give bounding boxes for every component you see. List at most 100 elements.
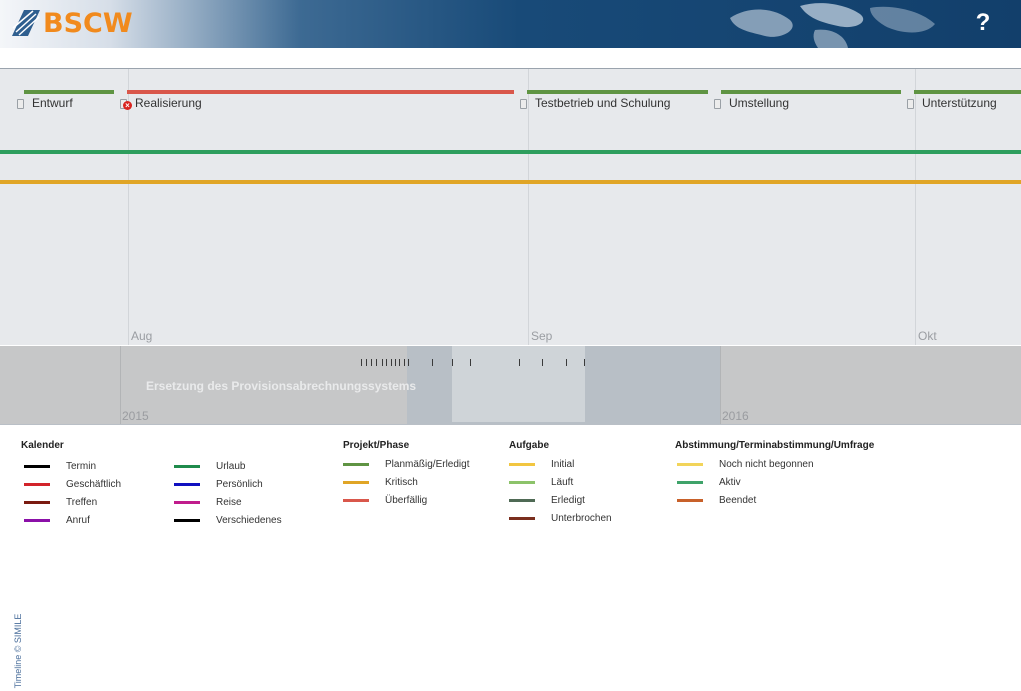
event-tick	[584, 359, 585, 366]
legend-swatch	[174, 501, 200, 504]
legend-item: Überfällig	[343, 495, 427, 506]
legend-label: Treffen	[66, 497, 98, 508]
legend-label: Reise	[216, 497, 242, 508]
legend-swatch	[509, 499, 535, 502]
event-tick	[382, 359, 383, 366]
legend-item: Anruf	[24, 515, 90, 526]
year-divider	[120, 346, 121, 425]
legend-item: Planmäßig/Erledigt	[343, 459, 469, 470]
project-line-green[interactable]	[0, 150, 1021, 154]
legend-swatch	[677, 463, 703, 466]
help-button[interactable]: ?	[975, 9, 991, 36]
legend-item: Urlaub	[174, 461, 245, 472]
timeline-overview-band[interactable]: Ersetzung des Provisionsabrechnungssyste…	[0, 346, 1021, 688]
legend-item: Erledigt	[509, 495, 585, 506]
legend-label: Verschiedenes	[216, 515, 282, 526]
legend-swatch	[343, 499, 369, 502]
legend-swatch	[174, 483, 200, 486]
phase-bar-entwurf[interactable]	[24, 90, 114, 94]
month-divider	[915, 69, 916, 345]
phase-bar-realisierung[interactable]	[127, 90, 514, 94]
phase-label[interactable]: Testbetrieb und Schulung	[535, 96, 671, 110]
overview-view-window[interactable]	[452, 346, 585, 422]
legend-item: Persönlich	[174, 479, 263, 490]
year-label: 2016	[722, 409, 749, 423]
legend-swatch	[174, 519, 200, 522]
globe-icon	[730, 3, 935, 48]
event-tick	[432, 359, 433, 366]
legend-label: Anruf	[66, 515, 90, 526]
legend-swatch	[174, 465, 200, 468]
phase-label[interactable]: Realisierung	[135, 96, 202, 110]
event-tick	[452, 359, 453, 366]
app-header: BSCW ?	[0, 0, 1021, 48]
logo-mark-icon	[12, 10, 40, 36]
month-divider	[528, 69, 529, 345]
legend-item: Unterbrochen	[509, 513, 612, 524]
legend-label: Geschäftlich	[66, 479, 122, 490]
legend-label: Urlaub	[216, 461, 246, 472]
legend-item: Kritisch	[343, 477, 418, 488]
legend-swatch	[24, 465, 50, 468]
legend-swatch	[24, 519, 50, 522]
phase-bar-unterstuetzung[interactable]	[914, 90, 1021, 94]
header-spacer	[0, 48, 1021, 68]
legend-swatch	[24, 483, 50, 486]
legend-label: Erledigt	[551, 495, 585, 506]
document-icon	[17, 99, 24, 109]
phase-bar-umstellung[interactable]	[721, 90, 901, 94]
legend-swatch	[343, 463, 369, 466]
event-tick	[470, 359, 471, 366]
phase-label[interactable]: Umstellung	[729, 96, 790, 110]
legend-swatch	[509, 463, 535, 466]
legend-swatch	[24, 501, 50, 504]
legend-label: Noch nicht begonnen	[719, 459, 814, 470]
document-icon	[714, 99, 721, 109]
timeline-credit[interactable]: Timeline © SIMILE	[13, 613, 23, 689]
legend-item: Aktiv	[677, 477, 741, 488]
event-tick	[371, 359, 372, 366]
overview-project-label: Ersetzung des Provisionsabrechnungssyste…	[146, 379, 417, 393]
legend-item: Treffen	[24, 497, 97, 508]
timeline-widget[interactable]: Aug Sep Okt Entwurf × Realisierung Testb…	[0, 68, 1021, 688]
event-tick	[399, 359, 400, 366]
event-tick	[395, 359, 396, 366]
timeline-main-band[interactable]: Aug Sep Okt Entwurf × Realisierung Testb…	[0, 69, 1021, 345]
document-icon	[520, 99, 527, 109]
legend-label: Planmäßig/Erledigt	[385, 459, 470, 470]
legend-swatch	[509, 481, 535, 484]
event-tick	[408, 359, 409, 366]
legend-swatch	[343, 481, 369, 484]
phase-bar-testbetrieb[interactable]	[527, 90, 708, 94]
legend-swatch	[677, 481, 703, 484]
phase-label[interactable]: Unterstützung	[922, 96, 997, 110]
phase-label[interactable]: Entwurf	[32, 96, 73, 110]
month-label: Okt	[918, 329, 937, 343]
legend-item: Reise	[174, 497, 242, 508]
document-icon	[907, 99, 914, 109]
legend-item: Läuft	[509, 477, 573, 488]
legend-swatch	[677, 499, 703, 502]
event-tick	[566, 359, 567, 366]
legend-title-kalender: Kalender	[21, 440, 64, 451]
event-tick	[391, 359, 392, 366]
year-label: 2015	[122, 409, 149, 423]
legend-label: Kritisch	[385, 477, 418, 488]
event-tick	[404, 359, 405, 366]
legend-title-projekt: Projekt/Phase	[343, 440, 410, 451]
error-icon: ×	[123, 101, 132, 110]
legend-label: Beendet	[719, 495, 757, 506]
project-line-orange[interactable]	[0, 180, 1021, 184]
bscw-logo[interactable]: BSCW	[10, 7, 133, 39]
logo-text: BSCW	[43, 7, 133, 39]
legend-label: Initial	[551, 459, 575, 470]
legend: Kalender Projekt/Phase Aufgabe Abstimmun…	[0, 424, 1021, 537]
legend-item: Beendet	[677, 495, 756, 506]
event-tick	[542, 359, 543, 366]
event-tick	[519, 359, 520, 366]
month-label: Sep	[531, 329, 553, 343]
legend-label: Überfällig	[385, 495, 428, 506]
legend-label: Persönlich	[216, 479, 263, 490]
legend-label: Aktiv	[719, 477, 741, 488]
legend-title-aufgabe: Aufgabe	[509, 440, 549, 451]
